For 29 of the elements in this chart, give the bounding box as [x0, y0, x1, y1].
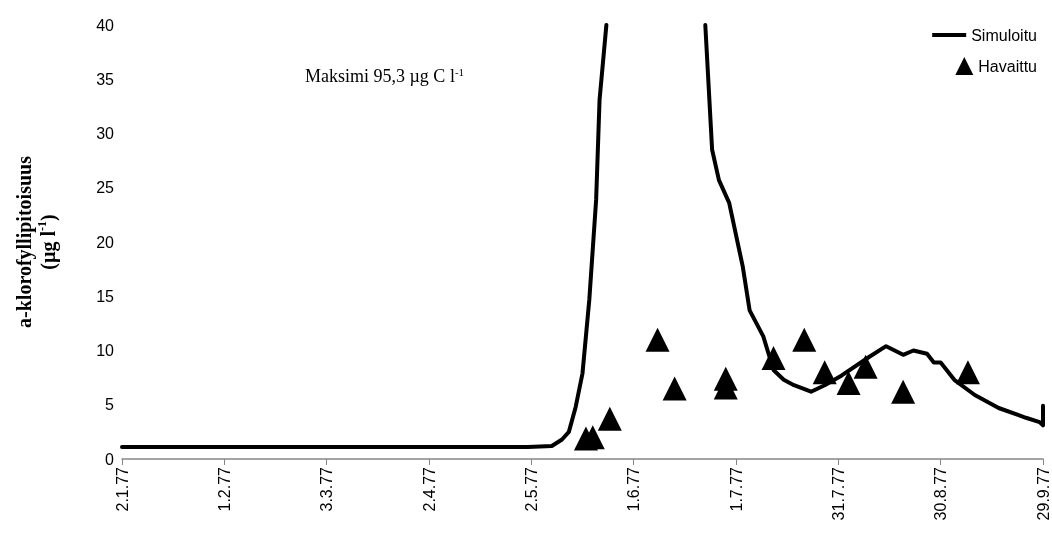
x-tick-label: 1.6.77: [625, 466, 643, 512]
legend-label: Simuloitu: [971, 26, 1038, 44]
point: [891, 379, 916, 404]
y-tick-label: 10: [96, 342, 115, 359]
point: [955, 360, 980, 385]
y-tick-label: 0: [105, 450, 115, 468]
y-tick-label: 25: [96, 179, 115, 197]
point: [597, 406, 622, 431]
x-tick-label: 30.8.77: [932, 466, 950, 521]
x-tick-label: 3.3.77: [318, 466, 336, 512]
point: [836, 371, 861, 396]
y-tick-label: 30: [96, 125, 115, 142]
y-tick-label: 15: [96, 287, 115, 305]
x-tick-label: 31.7.77: [829, 466, 847, 521]
point: [645, 327, 670, 352]
point: [853, 354, 878, 379]
x-tick-label: 2.5.77: [522, 466, 540, 512]
x-tick-label: 1.7.77: [727, 466, 745, 512]
x-tick-label: 1.2.77: [215, 466, 233, 512]
point: [792, 327, 817, 352]
y-tick-label: 5: [105, 396, 115, 414]
legend-label: Havaittu: [978, 57, 1038, 75]
x-tick-label: 2.4.77: [420, 466, 438, 512]
y-tick-label: 40: [96, 16, 115, 34]
y-tick-label: 35: [96, 70, 115, 88]
y-tick-label: 20: [96, 233, 115, 251]
x-tick-label: 2.1.77: [113, 466, 131, 512]
x-tick-label: 29.9.77: [1034, 466, 1052, 521]
point: [662, 376, 687, 401]
